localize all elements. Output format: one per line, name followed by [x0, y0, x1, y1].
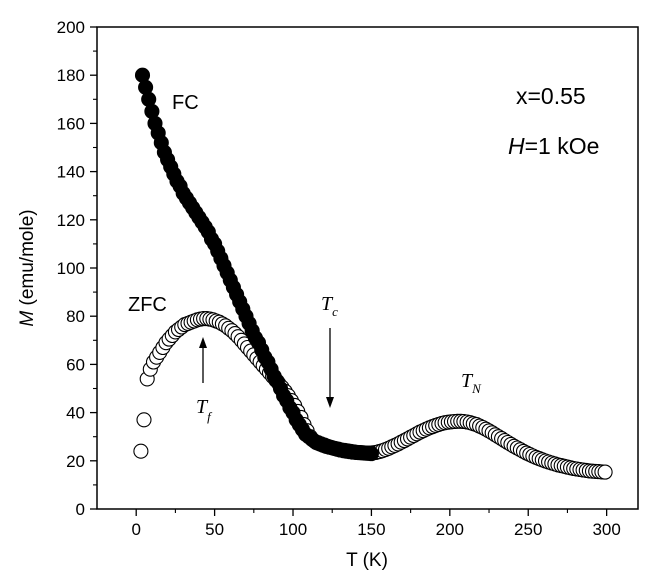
x-tick-label: 100 — [279, 520, 307, 539]
composition-label: x=0.55 — [516, 83, 586, 109]
y-tick-label: 200 — [57, 18, 85, 37]
x-axis-title: T (K) — [346, 550, 388, 571]
y-tick-label: 20 — [66, 452, 85, 471]
axis-ticks: 0 50 100 150 200 250 300 0 20 40 60 80 100 120 140 160 1… — [57, 18, 621, 539]
x-tick-label: 200 — [436, 520, 464, 539]
field-label: H=1 kOe — [508, 133, 599, 159]
zfc-data-point — [136, 412, 152, 428]
zfc-data-point — [133, 443, 149, 459]
data-marks — [133, 67, 613, 480]
y-tick-label: 40 — [66, 404, 85, 423]
y-tick-label: 0 — [76, 500, 85, 519]
zfc-series-label: ZFC — [128, 294, 167, 316]
fc-series — [134, 67, 379, 462]
tc-arrow — [326, 328, 334, 408]
x-tick-label: 0 — [131, 520, 140, 539]
tf-label: Tf — [196, 396, 213, 424]
fc-data-point — [363, 446, 379, 462]
x-tick-label: 50 — [205, 520, 224, 539]
x-tick-label: 300 — [592, 520, 620, 539]
tn-label: TN — [461, 370, 482, 396]
tf-arrow — [199, 337, 207, 383]
y-tick-label: 160 — [57, 114, 85, 133]
zfc-data-point — [597, 464, 613, 480]
y-tick-label: 140 — [57, 163, 85, 182]
y-tick-label: 120 — [57, 211, 85, 230]
y-axis-title: M (emu/mole) — [17, 209, 38, 326]
tc-label: Tc — [321, 293, 338, 319]
x-tick-label: 250 — [514, 520, 542, 539]
y-tick-label: 80 — [66, 307, 85, 326]
fc-series-label: FC — [172, 92, 199, 114]
y-tick-label: 180 — [57, 66, 85, 85]
y-tick-label: 100 — [57, 259, 85, 278]
y-tick-label: 60 — [66, 355, 85, 374]
x-tick-label: 150 — [357, 520, 385, 539]
